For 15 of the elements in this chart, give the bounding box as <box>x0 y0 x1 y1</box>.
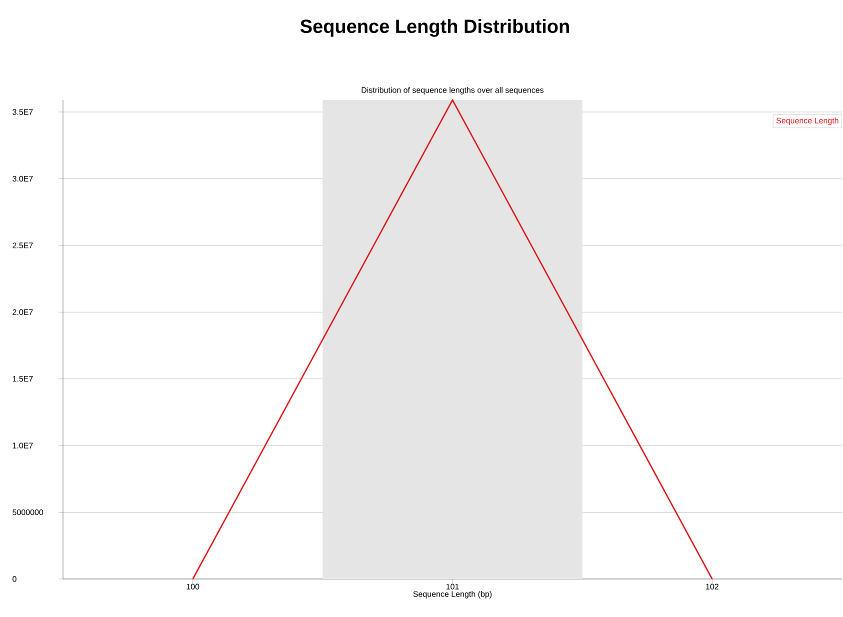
y-tick-label: 1.5E7 <box>12 376 33 382</box>
y-tick-label: 2.5E7 <box>12 242 33 248</box>
chart-title: Sequence Length Distribution <box>300 19 569 37</box>
chart-subtitle: Distribution of sequence lengths over all sequences <box>362 86 544 94</box>
x-axis-title: Sequence Length (bp) <box>413 590 492 598</box>
y-tick-label: 3.0E7 <box>12 176 33 182</box>
y-tick-label: 3.5E7 <box>12 109 33 115</box>
x-tick-label: 102 <box>706 584 718 590</box>
y-tick-label: 0 <box>12 576 16 582</box>
x-tick-label: 100 <box>186 584 200 590</box>
text: Sequence Length <box>776 118 838 126</box>
y-tick-label: 1.0E7 <box>12 442 33 448</box>
y-tick-label: 2.0E7 <box>12 309 33 315</box>
x-tick-label: 101 <box>446 584 459 590</box>
y-tick-label: 5000000 <box>12 509 44 516</box>
